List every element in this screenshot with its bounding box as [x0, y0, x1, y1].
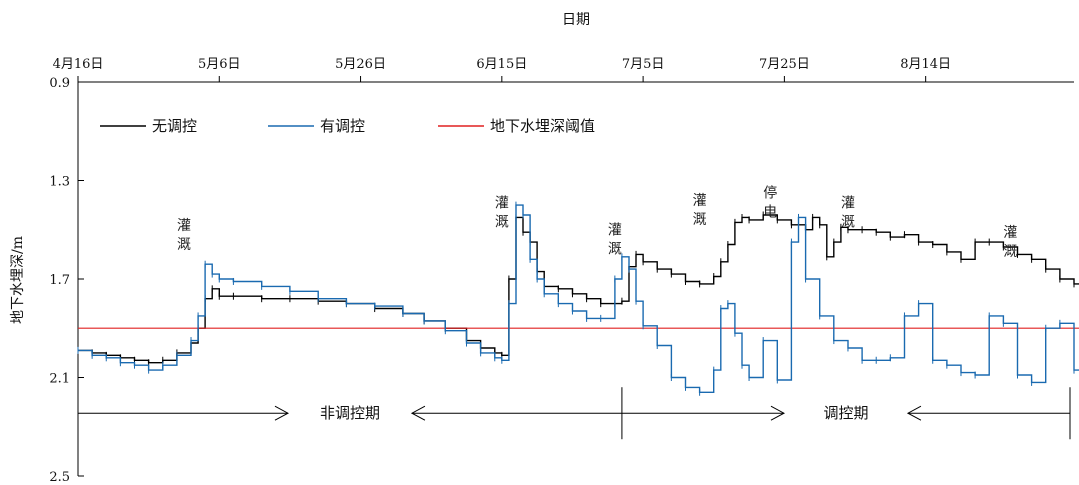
y-tick-label: 2.5 [49, 470, 70, 485]
annotation-char: 灌 [495, 196, 509, 212]
x-tick-label: 7月25日 [759, 57, 810, 72]
x-tick-label: 6月15日 [476, 57, 527, 72]
annotation-char: 灌 [1003, 225, 1017, 241]
annotation-char: 灌 [693, 193, 707, 209]
series-controlled-markers [77, 201, 1075, 396]
annotation-char: 溉 [177, 237, 191, 253]
period-label: 非调控期 [320, 404, 380, 422]
x-tick-label: 5月6日 [198, 57, 241, 72]
annotation-char: 灌 [841, 196, 855, 212]
x-tick-label: 8月14日 [900, 57, 951, 72]
legend-label: 无调控 [152, 117, 197, 135]
arrow-head [410, 405, 426, 421]
annotation: 灌溉 [495, 196, 509, 231]
legend: 无调控 有调控 地下水埋深阈值 [100, 117, 595, 135]
annotation: 停电 [763, 185, 777, 221]
annotation-char: 灌 [177, 218, 191, 234]
arrow-head [770, 405, 786, 421]
annotation: 灌溉 [608, 223, 622, 258]
period-indicator: 调控期 [621, 404, 1070, 422]
legend-label: 有调控 [320, 117, 365, 135]
x-tick-label: 5月26日 [335, 57, 386, 72]
annotation-char: 灌 [608, 223, 622, 239]
y-tick-label: 2.1 [49, 372, 70, 387]
arrow-head [274, 405, 290, 421]
period-indicator: 非调控期 [78, 404, 622, 422]
annotation-char: 停 [763, 185, 777, 202]
annotation-char: 溉 [1003, 244, 1017, 260]
annotation-char: 溉 [841, 215, 855, 231]
annotation: 灌溉 [693, 193, 707, 228]
x-tick-label: 4月16日 [53, 57, 104, 72]
y-tick-label: 0.9 [49, 76, 70, 91]
y-tick-label: 1.3 [49, 175, 70, 190]
annotation: 灌溉 [177, 218, 191, 253]
x-tick-label: 7月5日 [622, 57, 665, 72]
x-axis-title: 日期 [562, 12, 590, 28]
period-layer: 非调控期 调控期 [78, 387, 1071, 440]
series-layer [77, 201, 1079, 396]
legend-label: 地下水埋深阈值 [490, 117, 595, 135]
series-controlled [78, 204, 1079, 393]
axes-group: 4月16日 5月6日 5月26日 6月15日 7月5日 7月25日 8月14日 0.9 1.3 1… [49, 57, 1074, 485]
annotation-char: 溉 [608, 242, 622, 258]
series-uncontrolled [78, 214, 1079, 364]
arrow-head [906, 405, 922, 421]
annotation-char: 溉 [693, 212, 707, 228]
annotation-char: 溉 [495, 215, 509, 231]
annotation: 灌溉 [841, 196, 855, 231]
series-uncontrolled-markers [77, 211, 1075, 367]
y-axis-title: 地下水埋深/m [10, 236, 26, 324]
y-tick-label: 1.7 [49, 273, 70, 288]
annotation: 灌溉 [1003, 225, 1017, 260]
annotation-char: 电 [763, 205, 777, 221]
period-label: 调控期 [823, 404, 868, 422]
